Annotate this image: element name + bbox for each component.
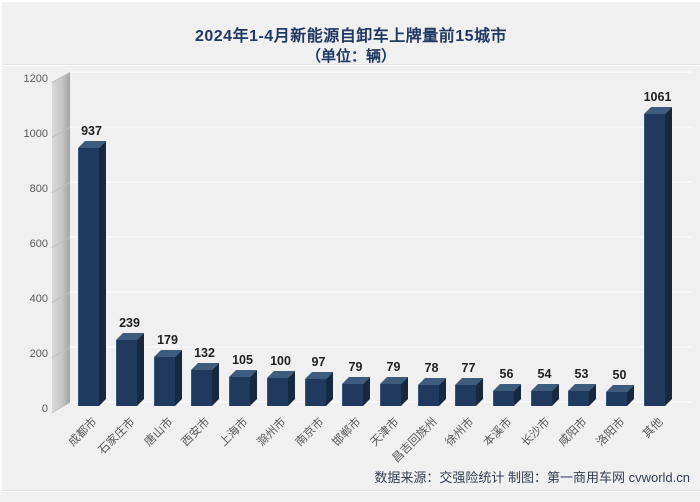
bar-top-face: [380, 377, 408, 384]
y-axis-label: 600: [29, 238, 48, 250]
bar-value-label: 179: [157, 333, 178, 347]
y-axis-label: 800: [29, 183, 48, 195]
bottom-border-line: [2, 490, 700, 491]
gridline: [70, 181, 692, 183]
bar: [455, 385, 476, 406]
y-axis-label: 0: [41, 403, 48, 415]
y-axis-label: 400: [29, 293, 48, 305]
bar-top-face: [455, 378, 483, 385]
bar: [229, 377, 250, 406]
bar-top-face: [116, 333, 144, 340]
bar: [531, 391, 552, 406]
bar-value-label: 79: [386, 360, 401, 374]
title-block: 2024年1-4月新能源自卸车上牌量前15城市 （单位：辆）: [2, 27, 700, 66]
bar-top-face: [493, 384, 521, 391]
bar: [644, 114, 665, 406]
bar-value-label: 132: [194, 346, 215, 360]
bar-top-face: [342, 377, 370, 384]
bar-top-face: [606, 385, 634, 392]
source-credit: 数据来源：交强险统计 制图：第一商用车网 cvworld.cn: [374, 470, 690, 485]
gridline: [70, 126, 692, 128]
bar-value-label: 105: [232, 353, 253, 367]
bar: [116, 340, 137, 406]
bar-top-face: [191, 363, 219, 370]
bar: [78, 148, 99, 406]
bar: [154, 357, 175, 406]
y-axis-label: 1000: [23, 128, 48, 140]
bar-side-face: [288, 371, 295, 406]
bar-side-face: [627, 385, 634, 406]
bar-top-face: [305, 372, 333, 379]
bar-side-face: [326, 372, 333, 406]
bar-value-label: 239: [119, 316, 140, 330]
bar-value-label: 77: [461, 361, 476, 375]
chart-subtitle: （单位：辆）: [305, 48, 396, 65]
bar: [493, 391, 514, 406]
bar-top-face: [154, 350, 182, 357]
bar-side-face: [401, 377, 408, 406]
bar-top-face: [644, 107, 672, 114]
bar: [418, 385, 439, 406]
bar-side-face: [665, 107, 672, 406]
bar-side-face: [363, 377, 370, 406]
bar-side-face: [552, 384, 559, 406]
gridline: [70, 291, 692, 293]
bar: [305, 379, 326, 406]
bar-value-label: 79: [348, 360, 363, 374]
bar-value-label: 50: [612, 368, 627, 382]
bar-value-label: 100: [270, 354, 291, 368]
bar-value-label: 54: [537, 367, 552, 381]
bar-side-face: [439, 378, 446, 406]
bar: [568, 391, 589, 406]
bar-side-face: [175, 350, 182, 406]
chart-title: 2024年1-4月新能源自卸车上牌量前15城市: [194, 28, 508, 45]
bar: [380, 384, 401, 406]
gridline: [70, 346, 692, 348]
bar-side-face: [514, 384, 521, 406]
bar-value-label: 1061: [643, 90, 672, 104]
chart-3d-wall: [52, 72, 70, 412]
bar: [267, 378, 288, 406]
bar-top-face: [78, 141, 106, 148]
bar-side-face: [212, 363, 219, 406]
bar-side-face: [99, 141, 106, 406]
bar-side-face: [137, 333, 144, 406]
bar: [606, 392, 627, 406]
bar: [191, 370, 212, 406]
bar-top-face: [229, 370, 257, 377]
divider-line: [2, 64, 700, 65]
bar-top-face: [531, 384, 559, 391]
bar-top-face: [418, 378, 446, 385]
bar-value-label: 78: [424, 361, 439, 375]
gridline: [70, 71, 692, 73]
bar-value-label: 97: [311, 355, 326, 369]
bar-value-label: 937: [81, 124, 102, 138]
bar: [342, 384, 363, 406]
y-axis-label: 200: [29, 348, 48, 360]
bar-top-face: [267, 371, 295, 378]
bar-side-face: [250, 370, 257, 406]
bar-side-face: [589, 384, 596, 406]
bar-value-label: 53: [574, 367, 589, 381]
bar-value-label: 56: [499, 367, 514, 381]
bar-top-face: [568, 384, 596, 391]
bar-side-face: [476, 378, 483, 406]
gridline: [70, 236, 692, 238]
y-axis-label: 1200: [23, 73, 48, 85]
